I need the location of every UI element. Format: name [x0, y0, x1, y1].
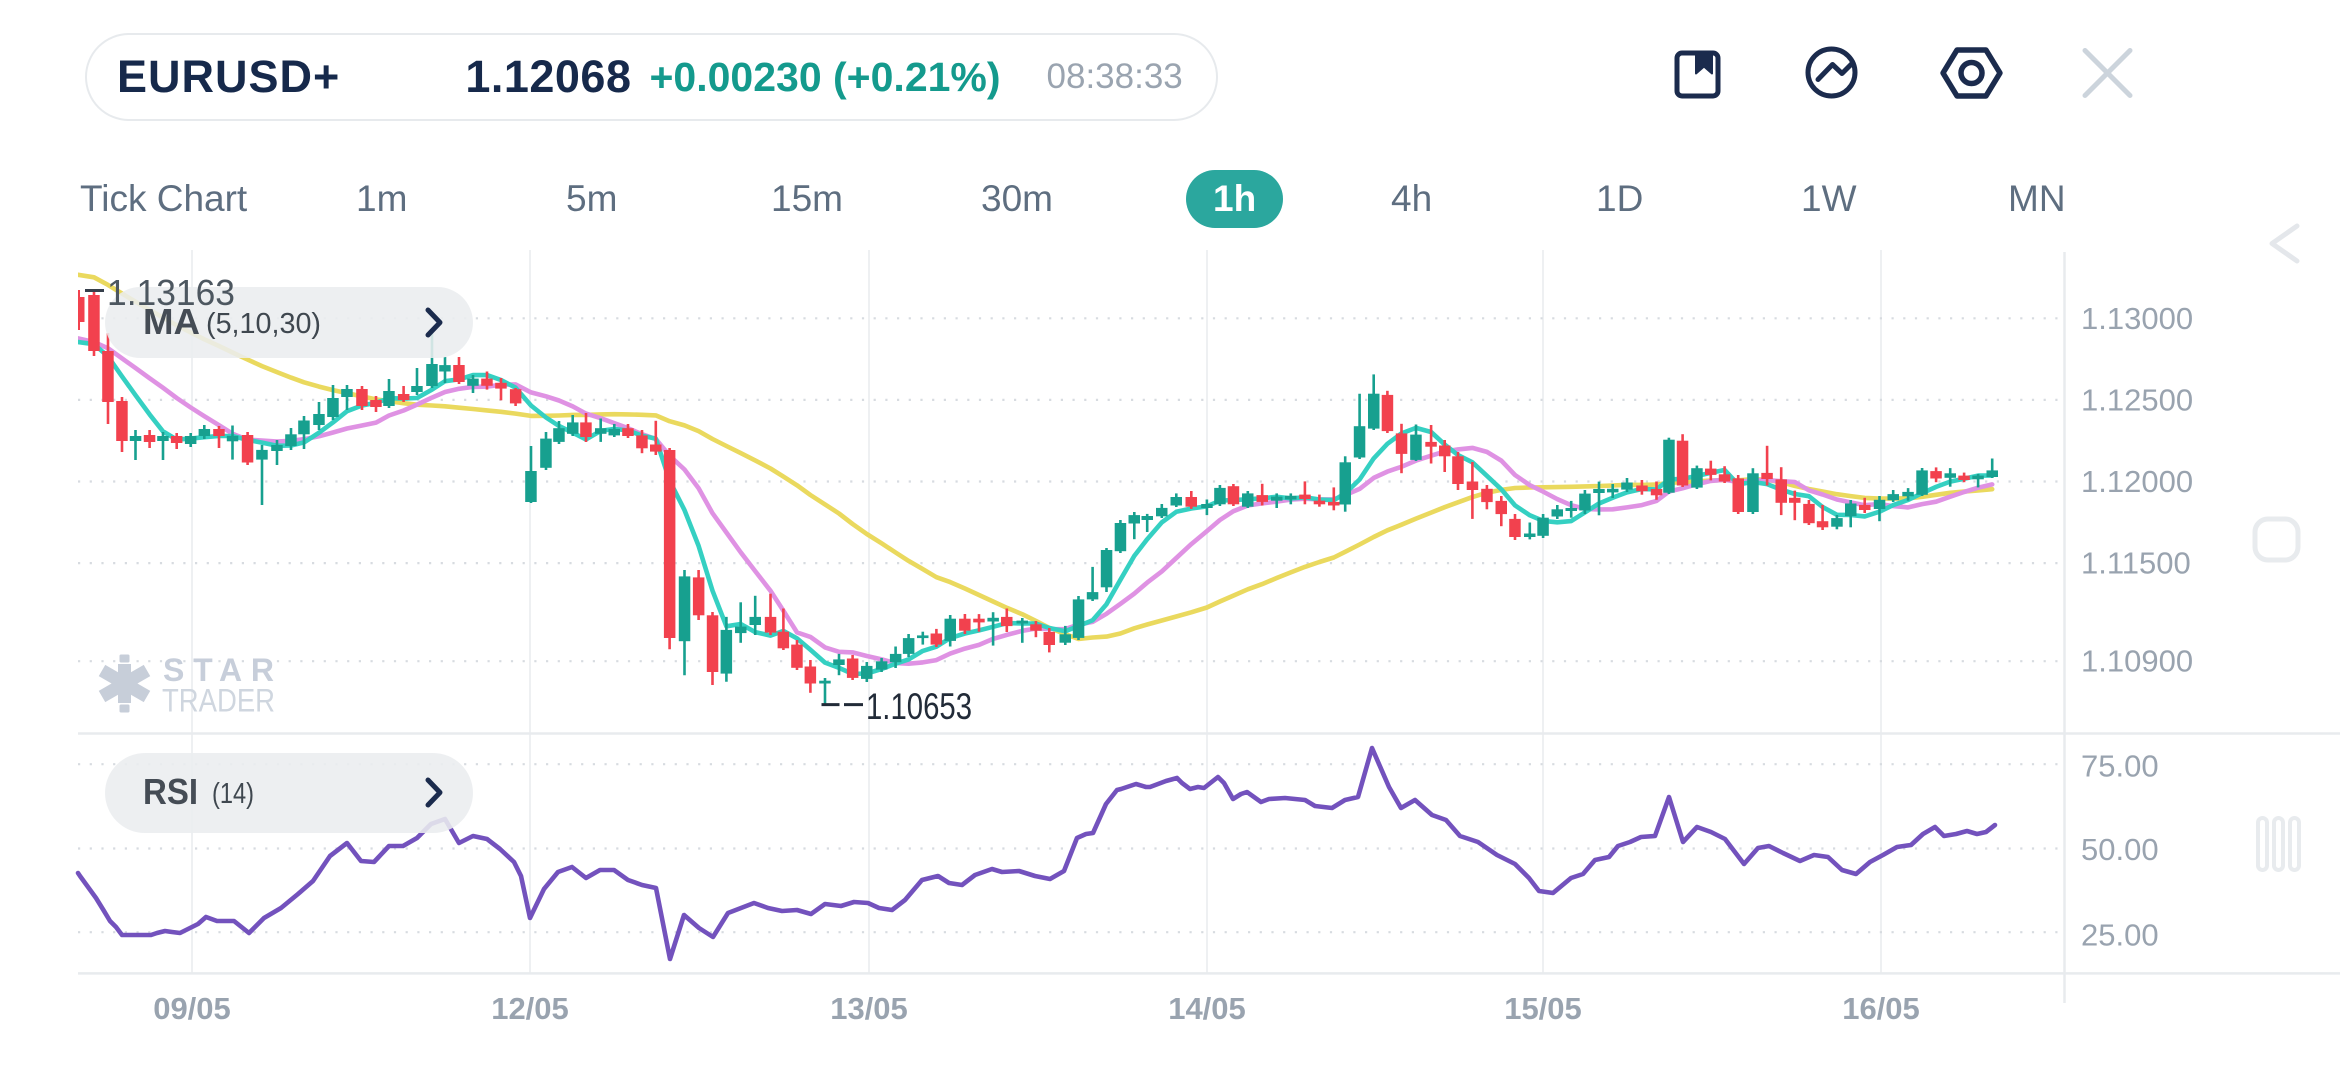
- svg-text:13/05: 13/05: [830, 991, 908, 1026]
- svg-text:(5,10,30): (5,10,30): [206, 308, 321, 340]
- svg-text:1.13163: 1.13163: [107, 272, 235, 313]
- svg-text:12/05: 12/05: [491, 991, 569, 1026]
- svg-text:TRADER: TRADER: [162, 683, 275, 719]
- svg-text:1.11500: 1.11500: [2081, 546, 2191, 581]
- svg-text:MA: MA: [143, 301, 200, 342]
- svg-text:14/05: 14/05: [1168, 991, 1246, 1026]
- svg-text:16/05: 16/05: [1842, 991, 1920, 1026]
- svg-text:1.10653: 1.10653: [866, 686, 972, 727]
- svg-text:(14): (14): [212, 778, 254, 810]
- svg-text:1.12000: 1.12000: [2081, 464, 2193, 499]
- svg-text:1.10900: 1.10900: [2081, 644, 2193, 679]
- svg-text:STAR: STAR: [163, 652, 286, 688]
- svg-text:1.13000: 1.13000: [2081, 301, 2193, 336]
- svg-text:25.00: 25.00: [2081, 918, 2159, 953]
- svg-text:1.12500: 1.12500: [2081, 382, 2193, 417]
- svg-text:09/05: 09/05: [153, 991, 231, 1026]
- svg-text:75.00: 75.00: [2081, 748, 2159, 783]
- svg-text:50.00: 50.00: [2081, 832, 2159, 867]
- svg-text:15/05: 15/05: [1504, 991, 1582, 1026]
- svg-text:RSI: RSI: [143, 771, 198, 812]
